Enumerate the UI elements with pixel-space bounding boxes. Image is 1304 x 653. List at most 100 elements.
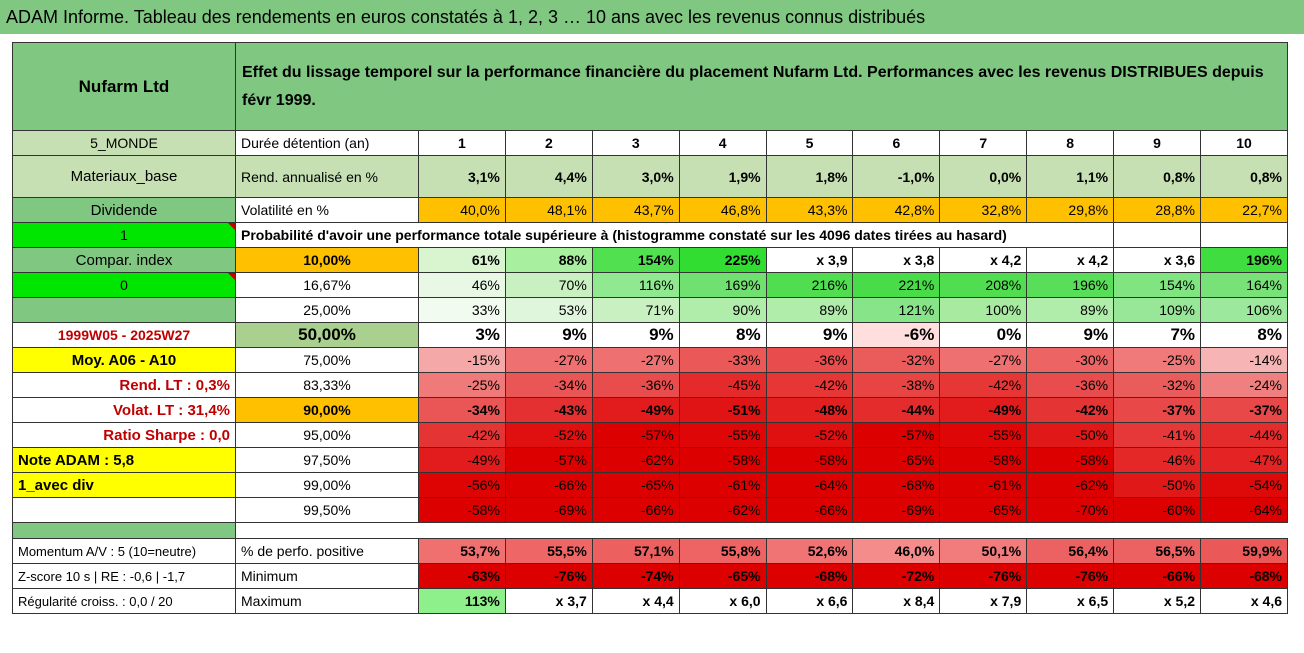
prob-value: x 4,2 [939,247,1028,273]
dividende-label: Dividende [12,197,236,223]
prob-row: 0 16,67% 46% 70% 116% 169% 216% 221% 208% 196% 154… [12,272,1288,298]
prob-value: -62% [678,497,767,523]
rend-value: 1,9% [678,155,767,198]
probability-threshold: 75,00% [235,347,419,373]
prob-value: 88% [504,247,593,273]
prob-value: -49% [418,447,506,473]
year-cell: 2 [504,130,593,156]
company-name: Nufarm Ltd [12,42,236,131]
probability-threshold: 99,00% [235,472,419,498]
prob-value: -69% [504,497,593,523]
sharpe-label: Ratio Sharpe : 0,0 [12,422,236,448]
rend-value: 1,1% [1026,155,1115,198]
prob-value: 196% [1026,272,1115,298]
pos-value: 53,7% [418,538,506,564]
prob-row: 25,00% 33% 53% 71% 90% 89% 121% 100% 89% 109% 106% [12,297,1288,323]
pos-value: 57,1% [591,538,680,564]
prob-value: 121% [852,297,941,323]
empty-cell [12,297,236,323]
prob-value: -58% [678,447,767,473]
rend-lt-label: Rend. LT : 0,3% [12,372,236,398]
volat-lt-label: Volat. LT : 31,4% [12,397,236,423]
prob-value: -48% [765,397,854,423]
rend-value: 3,1% [418,155,506,198]
prob-row: Rend. LT : 0,3% 83,33% -25% -34% -36% -45% -42… [12,372,1288,398]
pos-row: Momentum A/V : 5 (10=neutre) % de perfo.… [12,538,1288,564]
prob-value: 89% [1026,297,1115,323]
prob-value: -55% [678,422,767,448]
prob-value: -66% [591,497,680,523]
prob-value: -62% [591,447,680,473]
pos-value: 50,1% [939,538,1028,564]
max-value: x 5,2 [1113,588,1202,614]
description: Effet du lissage temporel sur la perform… [235,42,1288,131]
pos-value: 55,8% [678,538,767,564]
prob-value: -61% [939,472,1028,498]
prob-value: 208% [939,272,1028,298]
prob-value: -34% [418,397,506,423]
rend-row: Materiaux_base Rend. annualisé en % 3,1%… [12,155,1288,198]
min-label: Minimum [235,563,419,589]
prob-value: -42% [939,372,1028,398]
min-value: -63% [418,563,506,589]
year-cell: 5 [765,130,854,156]
spacer-cell [236,523,1288,539]
min-value: -68% [1200,563,1288,589]
prob-value: -64% [765,472,854,498]
spacer-row [12,522,1288,539]
vol-label: Volatilité en % [235,197,419,223]
max-value: 113% [418,588,506,614]
moy-label: Moy. A06 - A10 [12,347,236,373]
prob-value: -41% [1113,422,1202,448]
prob-value: -58% [939,447,1028,473]
prob-value: -52% [504,422,593,448]
prob-value: -57% [504,447,593,473]
prob-value: -34% [504,372,593,398]
prob-value: -36% [765,347,854,373]
max-value: x 7,9 [939,588,1028,614]
vol-value: 32,8% [939,197,1028,223]
prob-value: 89% [765,297,854,323]
prob-value: -24% [1200,372,1288,398]
years-row: 5_MONDE Durée détention (an) 1 2 3 4 5 6… [12,130,1288,156]
prob-row: Volat. LT : 31,4% 90,00% -34% -43% -49% -51% -… [12,397,1288,423]
prob-value: -69% [852,497,941,523]
report-title: ADAM Informe. Tableau des rendements en … [0,0,1304,34]
prob-value: -57% [852,422,941,448]
pos-value: 59,9% [1200,538,1288,564]
max-value: x 8,4 [852,588,941,614]
prob-value: -27% [939,347,1028,373]
min-row: Z-score 10 s | RE : -0,6 | -1,7 Minimum … [12,563,1288,589]
max-value: x 6,5 [1026,588,1115,614]
prob-value: 109% [1113,297,1202,323]
prob-value: -42% [765,372,854,398]
prob-value: -58% [765,447,854,473]
prob-value: 8% [1200,322,1288,348]
pos-value: 55,5% [504,538,593,564]
prob-value: -65% [591,472,680,498]
empty-cell [1113,222,1202,248]
prob-value: -42% [1026,397,1115,423]
rend-value: 3,0% [591,155,680,198]
prob-row: Compar. index 10,00% 61% 88% 154% 225% x 3,9 x … [12,247,1288,273]
empty-cell [1200,222,1288,248]
prob-value: x 3,9 [765,247,854,273]
company-row: Nufarm Ltd Effet du lissage temporel sur… [12,42,1288,131]
prob-rows: Compar. index 10,00% 61% 88% 154% 225% x 3,9 x … [12,247,1288,523]
max-value: x 4,6 [1200,588,1288,614]
vol-value: 42,8% [852,197,941,223]
prob-value: -25% [418,372,506,398]
max-value: x 3,7 [504,588,593,614]
prob-value: 9% [504,322,593,348]
min-value: -72% [852,563,941,589]
prob-value: 106% [1200,297,1288,323]
prob-value: -44% [1200,422,1288,448]
pos-value: 52,6% [765,538,854,564]
prob-value: 0% [939,322,1028,348]
prob-value: x 3,6 [1113,247,1202,273]
prob-value: -49% [591,397,680,423]
prob-value: -14% [1200,347,1288,373]
prob-value: -62% [1026,472,1115,498]
prob-value: -64% [1200,497,1288,523]
prob-row: 1999W05 - 2025W27 50,00% 3% 9% 9% 8% 9% -6% 0% 9%… [12,322,1288,348]
